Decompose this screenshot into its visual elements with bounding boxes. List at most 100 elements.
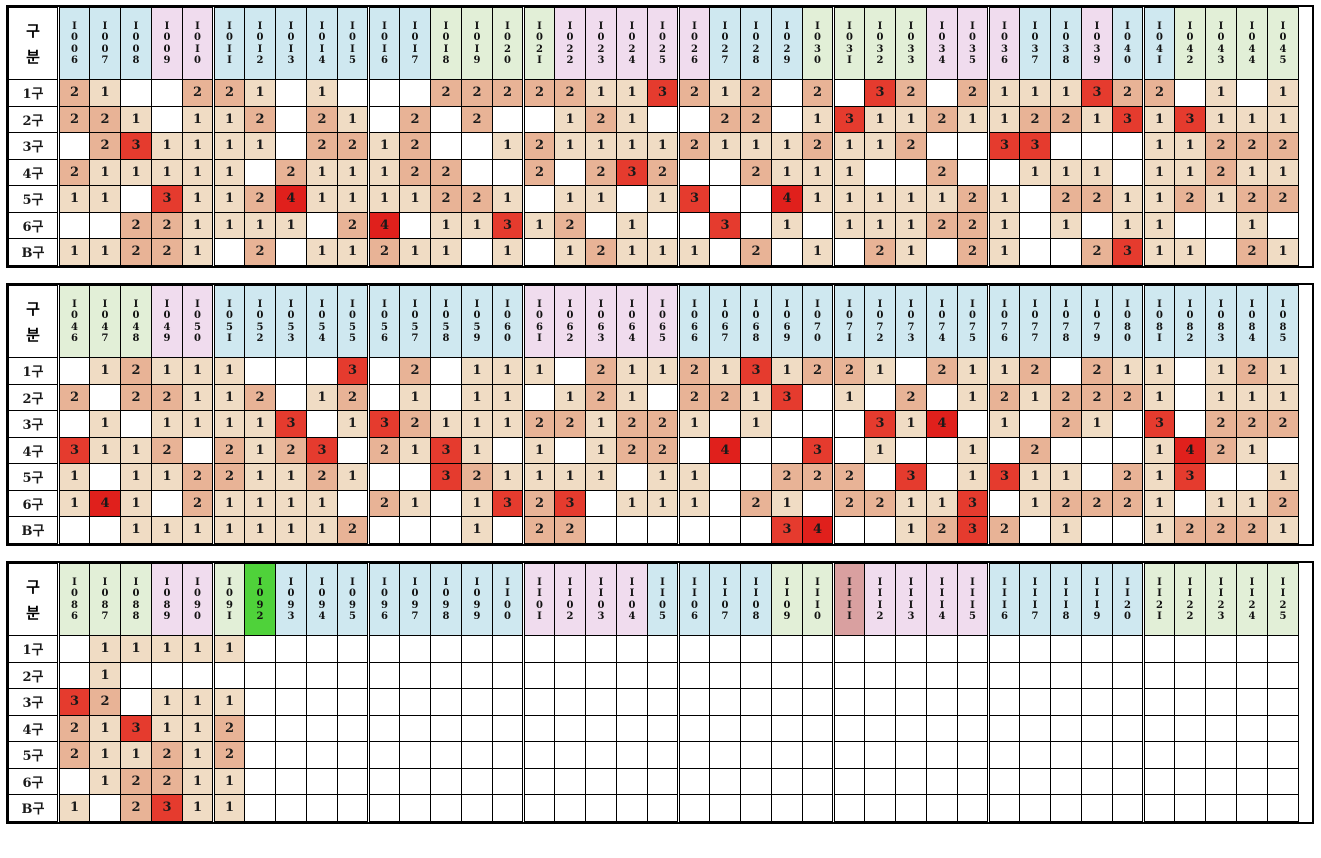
count-cell: [709, 410, 741, 438]
count-cell: 1: [306, 489, 338, 517]
count-cell: [895, 714, 927, 742]
count-cell: 1: [89, 635, 121, 663]
count-cell: [832, 516, 865, 544]
count-cell: 2: [1174, 516, 1206, 544]
count-cell: [367, 714, 400, 742]
count-cell: [461, 238, 493, 266]
count-cell: [802, 661, 834, 689]
count-cell: [1019, 238, 1051, 266]
count-cell: 2: [926, 105, 958, 133]
count-cell: [957, 714, 989, 742]
count-cell: [832, 436, 865, 464]
count-cell: [212, 661, 245, 689]
count-cell: [987, 688, 1020, 716]
round-digit: 4: [1217, 43, 1225, 55]
round-digit: I: [288, 20, 294, 32]
round-digit: 3: [846, 43, 853, 55]
round-digit: 0: [659, 310, 666, 321]
count-cell: 1: [244, 211, 276, 239]
count-cell: [802, 383, 834, 411]
count-cell: [367, 688, 400, 716]
round-digit: I: [784, 20, 790, 32]
round-digit: 0: [1156, 32, 1163, 43]
count-cell: 1: [244, 436, 276, 464]
count-cell: 3: [957, 489, 989, 517]
count-cell: 2: [461, 105, 493, 133]
round-digit: I: [1249, 298, 1255, 310]
count-cell: [1174, 489, 1206, 517]
round-digit: 6: [1001, 333, 1008, 344]
count-cell: [1205, 767, 1237, 795]
count-cell: [120, 688, 152, 716]
row-label: 1구: [8, 357, 59, 385]
round-digit: 2: [566, 611, 574, 622]
count-cell: 1: [832, 132, 865, 160]
count-cell: 2: [740, 489, 772, 517]
round-digit: I: [567, 298, 573, 310]
count-cell: [151, 489, 183, 517]
round-digit: 7: [1001, 321, 1008, 333]
count-cell: [677, 105, 710, 133]
round-digit: 7: [938, 321, 946, 333]
count-cell: 1: [212, 185, 245, 213]
round-digit: I: [288, 298, 294, 310]
round-digit: 0: [381, 588, 388, 599]
round-digit: 3: [1062, 43, 1070, 55]
count-cell: 1: [399, 185, 431, 213]
count-cell: 3: [492, 489, 524, 517]
count-cell: [1142, 714, 1175, 742]
count-cell: 1: [1205, 185, 1237, 213]
round-digit: 3: [907, 611, 915, 622]
count-cell: 1: [275, 516, 307, 544]
round-digit: I: [319, 576, 325, 588]
round-digit: 3: [287, 333, 295, 344]
round-digit: 8: [71, 599, 78, 611]
count-cell: 2: [926, 357, 958, 385]
count-cell: [957, 688, 989, 716]
count-cell: [1112, 635, 1144, 663]
count-cell: 2: [554, 211, 586, 239]
count-cell: [367, 767, 400, 795]
count-cell: 2: [522, 79, 555, 107]
count-cell: [1205, 688, 1237, 716]
round-digit: 8: [1062, 611, 1070, 622]
count-cell: [1112, 741, 1144, 769]
count-cell: 2: [926, 158, 958, 186]
count-cell: [1267, 767, 1299, 795]
count-cell: [709, 516, 741, 544]
count-cell: 2: [212, 79, 245, 107]
round-digit: I: [474, 20, 480, 32]
count-cell: 2: [151, 211, 183, 239]
count-cell: [616, 185, 648, 213]
count-cell: 2: [1081, 383, 1113, 411]
count-cell: 1: [89, 436, 121, 464]
count-cell: 2: [1112, 79, 1144, 107]
round-digit: I: [319, 298, 325, 310]
count-cell: [864, 714, 896, 742]
round-digit: 5: [349, 333, 356, 344]
count-cell: [647, 714, 679, 742]
round-digit: 0: [907, 32, 915, 43]
round-digit: I: [908, 588, 914, 599]
round-digit: 9: [411, 599, 419, 611]
count-cell: 1: [771, 357, 803, 385]
round-digit: 4: [1156, 43, 1163, 55]
count-cell: [399, 211, 431, 239]
round-digit: 7: [1031, 55, 1039, 66]
count-cell: 1: [120, 635, 152, 663]
count-cell: [585, 516, 617, 544]
count-cell: [57, 661, 90, 689]
round-digit: 0: [1062, 32, 1070, 43]
count-cell: 1: [987, 79, 1020, 107]
count-cell: 2: [461, 79, 493, 107]
count-cell: 1: [399, 383, 431, 411]
round-digit: 3: [814, 43, 821, 55]
